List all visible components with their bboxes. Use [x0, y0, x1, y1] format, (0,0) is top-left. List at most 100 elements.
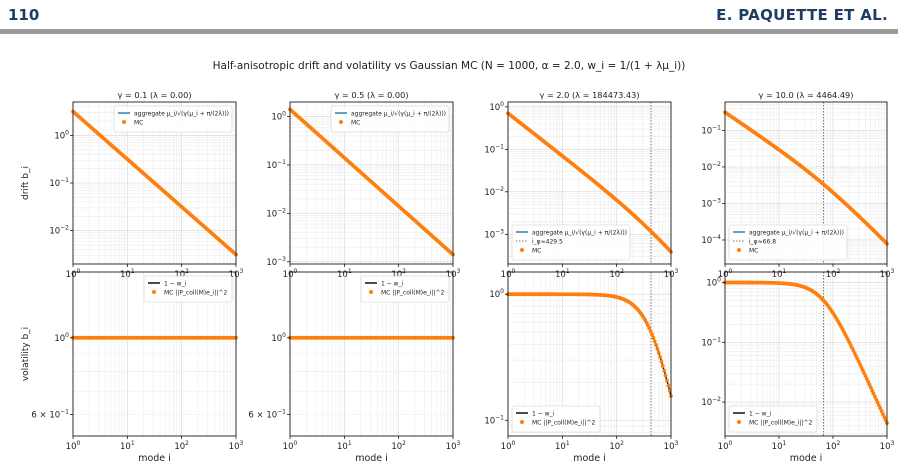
x-tick-label: 102 [609, 268, 624, 280]
x-tick-label: 100 [718, 440, 733, 452]
legend-entry: MC [351, 120, 360, 127]
legend-box [728, 405, 818, 433]
series-mc-points [71, 335, 238, 340]
y-tick-label: 10−3 [266, 256, 286, 268]
x-tick-label: 101 [555, 440, 570, 452]
y-tick-label: 100 [54, 332, 69, 344]
x-tick-label: 100 [66, 440, 81, 452]
legend-entry: MC ||P_coll(M)e_i||^2 [164, 290, 228, 297]
panel-drift-3: 100 101 102 103 10−3 10−2 10−1 100 γ = 2.0 (λ = … [484, 90, 678, 280]
legend-mc-marker [369, 290, 373, 294]
y-tick-label: 10−3 [484, 228, 504, 240]
x-axis-label: mode i [790, 453, 823, 464]
mc-point [648, 329, 653, 334]
mc-point [658, 355, 663, 360]
panel-title: γ = 2.0 (λ = 184473.43) [539, 90, 639, 100]
axes-frame [724, 271, 888, 437]
mc-point [854, 353, 858, 358]
y-tick-label: 10−1 [701, 124, 721, 136]
legend-box [330, 105, 450, 133]
legend-mc-marker [520, 248, 524, 252]
axes-frame [724, 101, 888, 265]
x-tick-label: 100 [501, 268, 516, 280]
mc-point [881, 412, 885, 417]
legend-box [511, 405, 601, 433]
legend-box [143, 275, 233, 303]
legend-entry: i_φ≈66.8 [749, 239, 776, 246]
mc-point [650, 332, 654, 337]
x-tick-label: 101 [120, 268, 135, 280]
mc-point [667, 388, 672, 393]
series-mc-points [288, 335, 455, 340]
x-tick-label: 100 [718, 268, 733, 280]
legend-box [113, 105, 233, 133]
legend-entry: MC [749, 248, 758, 255]
panel-title: γ = 10.0 (λ = 4464.49) [759, 90, 854, 100]
panel-volatility-3: 100 101 102 103 10−1 100 1 − w_i MC ||P_coll(M)… [484, 271, 679, 464]
legend: 1 − w_i MC ||P_coll(M)e_i||^2 [360, 275, 450, 303]
panel-drift-1: 100 101 102 103 10−2 10−1 100 γ = 0.1 (λ = 0.00… [21, 90, 244, 280]
x-tick-label: 100 [66, 268, 81, 280]
mc-point [651, 335, 656, 340]
x-tick-label: 103 [229, 268, 244, 280]
legend: 1 − w_i MC ||P_coll(M)e_i||^2 [143, 275, 233, 303]
series-mc-points [71, 109, 238, 257]
mc-point [666, 383, 671, 388]
mc-point [879, 409, 884, 414]
mc-point [870, 388, 875, 393]
x-tick-label: 101 [120, 440, 135, 452]
mc-point [663, 373, 668, 378]
mc-point [654, 343, 658, 347]
legend: aggregate μ_i/√(γ(μ_i + π/(2λ))) i_φ≈429.… [511, 224, 631, 261]
y-tick-label: 100 [489, 101, 504, 113]
panel-drift-4: 100 101 102 103 10−4 10−3 10−2 10−1 γ = 10.0 (λ … [701, 90, 894, 280]
mc-point [874, 397, 879, 402]
row-label: drift b_i [21, 166, 31, 200]
legend-entry: 1 − w_i [164, 281, 187, 288]
legend-mc-marker [152, 290, 156, 294]
series-line [508, 293, 672, 397]
legend-box [728, 224, 848, 261]
x-tick-label: 102 [609, 440, 624, 452]
x-tick-label: 103 [446, 440, 461, 452]
mc-point [856, 359, 861, 364]
series-mc-points [288, 107, 455, 257]
mc-point [655, 346, 660, 351]
y-tick-label: 10−4 [701, 234, 721, 246]
series-mc-points [723, 280, 889, 425]
legend-mc-marker [122, 120, 126, 124]
legend-entry: MC ||P_coll(M)e_i||^2 [532, 420, 596, 427]
mc-point [878, 406, 883, 411]
header-rule [0, 29, 898, 34]
y-tick-label: 10−2 [484, 186, 504, 198]
mc-point [858, 362, 862, 367]
figure-suptitle: Half-anisotropic drift and volatility vs… [213, 60, 686, 72]
mc-point [860, 368, 865, 372]
x-tick-label: 100 [501, 440, 516, 452]
mc-point [859, 365, 864, 370]
legend-entry: MC ||P_coll(M)e_i||^2 [381, 290, 445, 297]
x-tick-label: 102 [826, 268, 841, 280]
y-tick-label: 100 [489, 288, 504, 300]
axes-frame [72, 271, 237, 437]
legend: aggregate μ_i/√(γ(μ_i + π/(2λ))) MC [330, 105, 450, 133]
axes-frame [289, 271, 454, 437]
legend-entry: aggregate μ_i/√(γ(μ_i + π/(2λ))) [351, 111, 446, 118]
legend-mc-marker [520, 420, 524, 424]
y-tick-label: 10−1 [266, 159, 286, 171]
x-tick-label: 102 [391, 268, 406, 280]
panel-title: γ = 0.1 (λ = 0.00) [117, 90, 191, 100]
axes-frame [289, 101, 454, 265]
legend-entry: 1 − w_i [381, 281, 404, 288]
panel-volatility-4: 100 101 102 103 10−2 10−1 100 1 − w_i MC ||P_col… [701, 271, 895, 464]
mc-point [866, 379, 870, 384]
y-tick-label: 10−2 [701, 161, 721, 173]
x-tick-label: 102 [391, 440, 406, 452]
x-tick-label: 103 [880, 268, 895, 280]
y-tick-label: 10−2 [49, 225, 69, 237]
panel-title: γ = 0.5 (λ = 0.00) [334, 90, 408, 100]
y-tick-label: 6 × 10−1 [31, 409, 69, 421]
x-tick-label: 103 [880, 440, 895, 452]
mc-point [647, 326, 652, 331]
